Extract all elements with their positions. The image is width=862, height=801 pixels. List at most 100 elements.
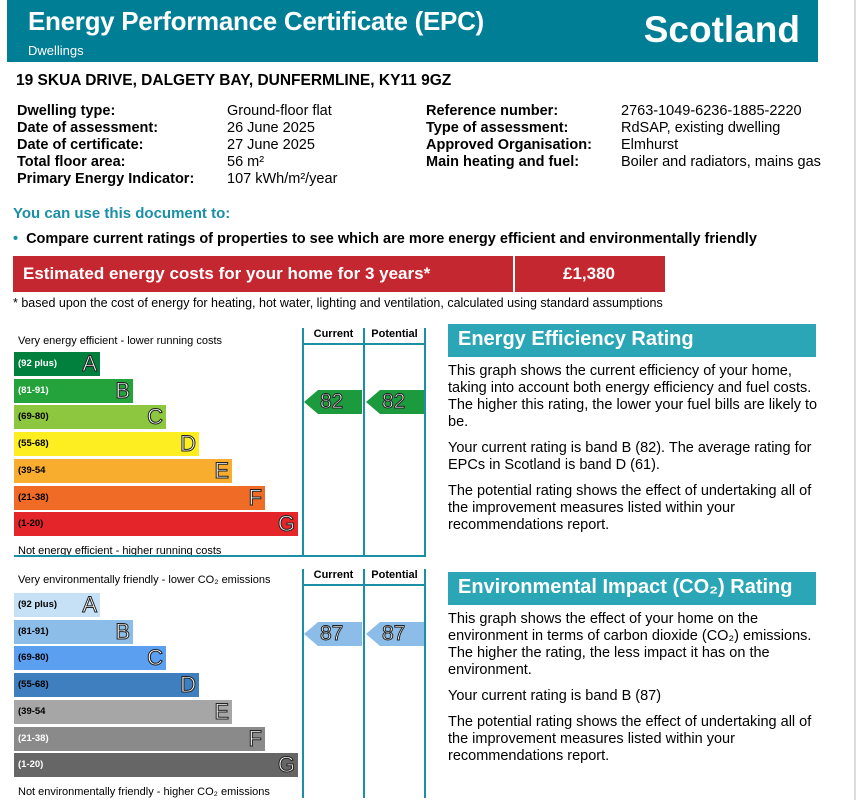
divider — [513, 256, 515, 292]
header-divider — [302, 584, 426, 586]
band-range: (21-38) — [18, 732, 49, 744]
band-letter: G — [277, 752, 295, 778]
band-range: (81-91) — [18, 625, 49, 637]
use-heading: You can use this document to: — [13, 205, 231, 222]
band-range: (55-68) — [18, 679, 49, 691]
rating-band-g: (1-20) G — [14, 752, 298, 778]
detail-label: Primary Energy Indicator: — [17, 171, 195, 187]
band-range: (39-54 — [18, 705, 46, 717]
cost-label: Estimated energy costs for your home for… — [23, 264, 431, 283]
detail-value: 27 June 2025 — [227, 137, 315, 153]
band-range: (39-54 — [18, 464, 46, 476]
band-range: (21-38) — [18, 491, 49, 503]
rating-band-a: (92 plus) A — [14, 351, 100, 377]
column-potential-header: Potential — [371, 569, 418, 581]
environmental-impact-chart: Very environmentally friendly - lower CO… — [0, 566, 816, 801]
band-range: (81-91) — [18, 384, 49, 396]
header-divider — [302, 343, 426, 345]
region-label: Scotland — [643, 9, 800, 50]
description-paragraph: Your current rating is band B (82). The … — [448, 440, 812, 473]
bullet-item: • Compare current ratings of properties t… — [13, 231, 757, 247]
potential-rating-value: 87 — [381, 622, 406, 646]
bottom-caption: Not energy efficient - higher running co… — [18, 545, 222, 557]
rating-band-e: (39-54 E — [14, 457, 232, 483]
energy-efficiency-chart: Very energy efficient - lower running co… — [0, 324, 817, 560]
band-letter: F — [248, 725, 262, 751]
band-letter: D — [180, 431, 197, 457]
rating-band-b: (81-91) B — [14, 618, 133, 644]
band-range: (92 plus) — [18, 599, 58, 610]
band-letter: E — [214, 457, 230, 483]
chart-bottom-border — [14, 555, 426, 557]
band-letter: C — [147, 645, 164, 671]
rating-description: This graph shows the effect of your home… — [448, 611, 818, 774]
rating-title: Energy Efficiency Rating — [448, 324, 816, 357]
potential-rating-arrow: 82 — [366, 390, 424, 414]
rating-band-a: (92 plus) A — [14, 592, 100, 618]
rating-band-g: (1-20) G — [14, 511, 298, 537]
rating-band-c: (69-80) C — [14, 645, 166, 671]
energy-cost-banner: Estimated energy costs for your home for… — [13, 256, 665, 292]
description-paragraph: The potential rating shows the effect of… — [448, 714, 812, 764]
band-letter: A — [82, 592, 98, 618]
column-divider — [424, 569, 426, 798]
top-caption: Very environmentally friendly - lower CO… — [18, 574, 271, 586]
header-banner: Energy Performance Certificate (EPC) Dwe… — [7, 0, 818, 62]
band-range: (92 plus) — [18, 358, 58, 369]
description-paragraph: This graph shows the effect of your home… — [448, 611, 812, 678]
description-paragraph: This graph shows the current efficiency … — [448, 363, 818, 430]
rating-band-d: (55-68) D — [14, 431, 199, 457]
current-rating-value: 87 — [319, 622, 344, 646]
detail-label: Total floor area: — [17, 154, 126, 170]
detail-value: 56 m² — [227, 154, 265, 170]
top-caption: Very energy efficient - lower running co… — [18, 335, 223, 347]
bullet-icon: • — [13, 231, 19, 247]
band-range: (1-20) — [18, 759, 44, 771]
column-divider — [424, 328, 426, 557]
detail-value: Elmhurst — [621, 137, 679, 153]
band-letter: B — [115, 377, 131, 403]
column-divider — [363, 328, 365, 557]
column-current-header: Current — [313, 569, 354, 581]
band-letter: A — [82, 351, 98, 377]
detail-value: 26 June 2025 — [227, 120, 315, 136]
page-title: Energy Performance Certificate (EPC) — [28, 6, 484, 36]
detail-label: Date of certificate: — [17, 137, 144, 153]
band-letter: D — [180, 672, 197, 698]
column-current-header: Current — [313, 328, 354, 340]
footnote: * based upon the cost of energy for heat… — [13, 296, 663, 310]
description-paragraph: Your current rating is band B (87) — [448, 688, 662, 704]
potential-rating-arrow: 87 — [366, 622, 424, 646]
current-rating-arrow: 87 — [304, 622, 362, 646]
detail-label: Date of assessment: — [17, 120, 159, 136]
detail-value: Boiler and radiators, mains gas — [621, 154, 821, 170]
detail-label: Type of assessment: — [426, 120, 569, 136]
rating-band-f: (21-38) F — [14, 725, 265, 751]
band-letter: C — [147, 404, 164, 430]
description-paragraph: The potential rating shows the effect of… — [448, 483, 812, 533]
bullet-text: Compare current ratings of properties to… — [26, 231, 757, 247]
column-divider — [302, 328, 304, 557]
detail-value: 2763-1049-6236-1885-2220 — [621, 103, 802, 119]
current-rating-value: 82 — [319, 390, 344, 414]
rating-band-b: (81-91) B — [14, 377, 133, 403]
rating-description: This graph shows the current efficiency … — [448, 363, 818, 543]
detail-label: Dwelling type: — [17, 103, 116, 119]
scrollbar[interactable] — [854, 0, 856, 800]
band-letter: G — [277, 511, 295, 537]
property-address: 19 SKUA DRIVE, DALGETY BAY, DUNFERMLINE,… — [16, 72, 452, 89]
detail-label: Reference number: — [426, 103, 559, 119]
bottom-caption: Not environmentally friendly - higher CO… — [18, 786, 270, 798]
potential-rating-value: 82 — [381, 390, 406, 414]
band-letter: E — [214, 698, 230, 724]
detail-value: Ground-floor flat — [227, 103, 332, 119]
rating-band-c: (69-80) C — [14, 404, 166, 430]
detail-value: 107 kWh/m²/year — [227, 171, 338, 187]
current-rating-arrow: 82 — [304, 390, 362, 414]
detail-label: Approved Organisation: — [426, 137, 592, 153]
rating-band-d: (55-68) D — [14, 672, 199, 698]
band-range: (69-80) — [18, 411, 49, 423]
band-letter: F — [248, 484, 262, 510]
detail-value: RdSAP, existing dwelling — [621, 120, 781, 136]
rating-title: Environmental Impact (CO₂) Rating — [448, 572, 816, 605]
